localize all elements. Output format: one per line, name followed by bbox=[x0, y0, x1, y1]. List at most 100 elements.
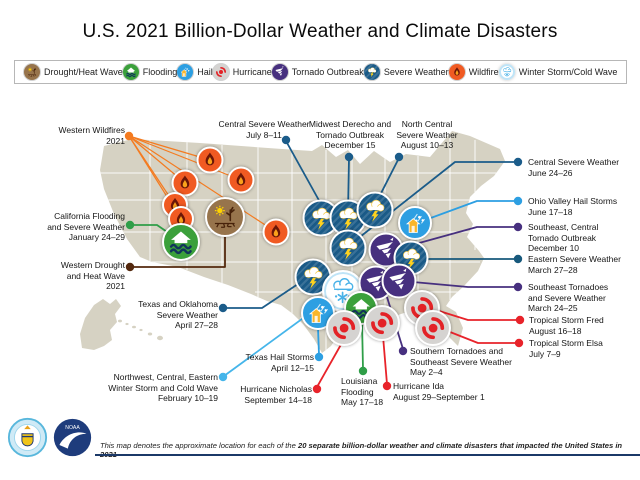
map-icon-hail-icon bbox=[398, 206, 432, 240]
map-icon-hurricane-icon bbox=[326, 310, 362, 346]
callout-tropical-storm-fred-label: Tropical Storm Fred August 16–18 bbox=[529, 315, 604, 336]
callout-california-flooding-dot bbox=[125, 220, 135, 230]
callout-louisiana-flooding-dot bbox=[358, 366, 368, 376]
map-icon-severe-icon bbox=[329, 229, 367, 267]
map-icon-hurricane-icon bbox=[415, 310, 451, 346]
callout-western-wildfires-dot bbox=[124, 131, 134, 141]
legend-label: Drought/Heat Wave bbox=[44, 67, 123, 77]
legend-label: Severe Weather bbox=[383, 67, 449, 77]
legend-label: Winter Storm/Cold Wave bbox=[518, 67, 618, 77]
callout-central-severe-july-label: Central Severe Weather July 8–11 bbox=[218, 119, 310, 140]
callout-southeast-tornadoes-line bbox=[412, 281, 517, 288]
legend-item-tornado: Tornado Outbreak bbox=[271, 64, 364, 80]
flood-icon bbox=[122, 64, 139, 80]
tornado-icon bbox=[271, 64, 288, 80]
map-icon-wildfire-icon bbox=[262, 218, 290, 246]
callout-southern-tornadoes-label: Southern Tornadoes and Southeast Severe W… bbox=[410, 346, 512, 377]
callout-western-drought-dot bbox=[125, 262, 135, 272]
callout-southeast-tornadoes-dot bbox=[513, 282, 523, 292]
map-icon-hurricane-icon bbox=[364, 305, 400, 341]
hurricane-icon bbox=[212, 64, 229, 80]
map-icon-severe-icon bbox=[356, 191, 394, 229]
legend-label: Hurricane bbox=[232, 67, 272, 77]
callout-north-central-severe-dot bbox=[394, 152, 404, 162]
callout-ohio-valley-hail-label: Ohio Valley Hail Storms June 17–18 bbox=[528, 196, 618, 217]
drought-icon bbox=[24, 64, 40, 80]
agency-logos: NOAA bbox=[7, 417, 93, 458]
callout-california-flooding-label: California Flooding and Severe Weather Jan… bbox=[47, 211, 125, 242]
callout-southeast-central-tornado-label: Southeast, Central Tornado Outbreak Decemb… bbox=[528, 222, 599, 253]
callout-louisiana-flooding-line bbox=[361, 320, 364, 370]
callout-texas-oklahoma-severe-line bbox=[224, 281, 302, 309]
callout-southeast-tornadoes-label: Southeast Tornadoes and Severe Weather Mar… bbox=[528, 282, 609, 313]
callout-hurricane-ida-dot bbox=[382, 381, 392, 391]
map-icon-wildfire-icon bbox=[227, 166, 255, 194]
callout-western-drought-label: Western Drought and Heat Wave 2021 bbox=[60, 260, 125, 291]
callout-hurricane-nicholas-line bbox=[316, 340, 344, 388]
legend-bar: Drought/Heat Wave Flooding Hail Hurricane To… bbox=[14, 60, 627, 84]
callout-ohio-valley-hail-dot bbox=[513, 196, 523, 206]
callout-texas-oklahoma-severe-dot bbox=[218, 303, 228, 313]
callout-north-central-severe-label: North Central Severe Weather August 10–13 bbox=[396, 119, 458, 150]
page-title: U.S. 2021 Billion-Dollar Weather and Cli… bbox=[82, 21, 558, 42]
footer-note-regular: This map denotes the approximate locatio… bbox=[100, 441, 298, 450]
callout-louisiana-flooding-label: Louisiana Flooding May 17–18 bbox=[341, 376, 384, 407]
winter-icon bbox=[498, 64, 515, 80]
callout-western-drought-line bbox=[131, 234, 226, 268]
callout-hurricane-nicholas-dot bbox=[312, 384, 322, 394]
callout-northwest-winter-storm-dot bbox=[218, 372, 228, 382]
callout-hurricane-ida-label: Hurricane Ida August 29–September 1 bbox=[393, 381, 485, 402]
wildfire-icon bbox=[448, 64, 465, 80]
callout-western-wildfires-line bbox=[128, 135, 277, 233]
callout-tropical-storm-elsa-line bbox=[444, 329, 517, 344]
callout-central-severe-june-dot bbox=[513, 157, 523, 167]
callout-tropical-storm-elsa-label: Tropical Storm Elsa July 7–9 bbox=[529, 338, 603, 359]
legend-item-severe: Severe Weather bbox=[363, 64, 449, 80]
map-icon-severe-icon bbox=[294, 258, 332, 296]
map-icon-tornado-icon bbox=[381, 263, 417, 299]
callout-southeast-central-tornado-dot bbox=[513, 222, 523, 232]
svg-text:NOAA: NOAA bbox=[65, 425, 80, 431]
severe-icon bbox=[363, 64, 380, 80]
callout-midwest-derecho-label: Midwest Derecho and Tornado Outbreak Decem… bbox=[308, 119, 392, 150]
legend-item-hurricane: Hurricane bbox=[212, 64, 272, 80]
callout-texas-hail-dot bbox=[314, 352, 324, 362]
alaska-inset bbox=[80, 299, 121, 350]
callout-eastern-severe-dot bbox=[513, 254, 523, 264]
hawaii-inset bbox=[118, 319, 163, 341]
map-icon-drought-icon bbox=[205, 197, 245, 237]
callout-texas-oklahoma-severe-label: Texas and Oklahoma Severe Weather April 27… bbox=[138, 299, 218, 330]
legend-label: Hail bbox=[197, 67, 213, 77]
callout-texas-hail-label: Texas Hail Storms April 12–15 bbox=[245, 352, 315, 373]
department-of-commerce-seal-icon bbox=[7, 417, 48, 458]
callout-ohio-valley-hail-line bbox=[427, 200, 517, 220]
callout-western-wildfires-line bbox=[128, 135, 242, 181]
legend-item-drought: Drought/Heat Wave bbox=[24, 64, 123, 80]
callout-tropical-storm-fred-dot bbox=[515, 315, 525, 325]
callout-tropical-storm-elsa-dot bbox=[514, 338, 524, 348]
callout-eastern-severe-label: Eastern Severe Weather March 27–28 bbox=[528, 254, 621, 275]
noaa-logo-icon: NOAA bbox=[53, 418, 92, 457]
map-icon-flood-icon bbox=[162, 223, 200, 261]
callout-central-severe-july-dot bbox=[281, 135, 291, 145]
legend-item-winter: Winter Storm/Cold Wave bbox=[498, 64, 618, 80]
callout-southeast-central-tornado-line bbox=[400, 226, 517, 249]
hail-icon bbox=[177, 64, 194, 80]
legend-label: Tornado Outbreak bbox=[291, 67, 364, 77]
legend-label: Wildfire bbox=[468, 67, 499, 77]
legend-item-hail: Hail bbox=[177, 64, 213, 80]
footer-divider bbox=[95, 454, 640, 456]
callout-texas-hail-line bbox=[317, 327, 320, 356]
callout-northwest-winter-storm-label: Northwest, Central, Eastern Winter Storm … bbox=[108, 372, 218, 403]
callout-central-severe-june-label: Central Severe Weather June 24–26 bbox=[528, 157, 620, 178]
callout-midwest-derecho-dot bbox=[344, 152, 354, 162]
footer-note: This map denotes the approximate locatio… bbox=[100, 441, 634, 459]
legend-item-flood: Flooding bbox=[122, 64, 177, 80]
map-icon-wildfire-icon bbox=[196, 146, 224, 174]
callout-hurricane-nicholas-label: Hurricane Nicholas September 14–18 bbox=[240, 384, 312, 405]
legend-item-wildfire: Wildfire bbox=[448, 64, 499, 80]
callout-hurricane-ida-line bbox=[382, 335, 388, 385]
